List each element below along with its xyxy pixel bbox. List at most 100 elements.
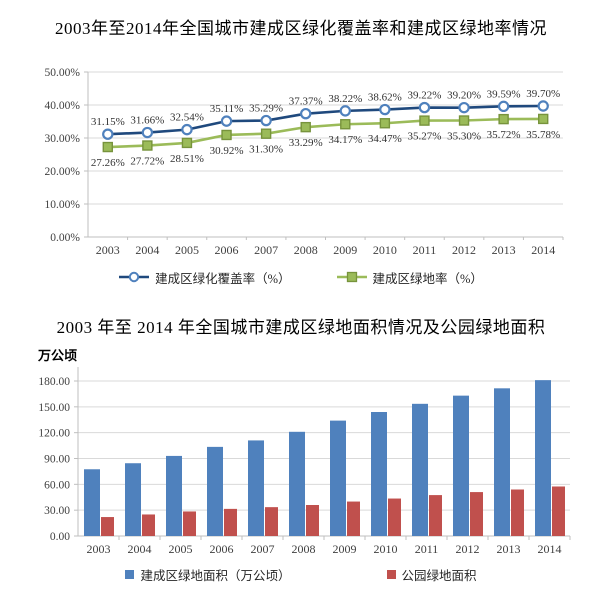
bar [453,395,469,536]
legend-item: 公园绿地面积 [386,565,477,584]
x-tick-label: 2013 [497,542,521,556]
data-label: 28.51% [170,153,204,165]
data-point-marker [379,103,391,116]
data-label: 35.29% [249,103,283,115]
data-label: 35.30% [447,131,481,143]
bar [552,486,565,536]
y-tick-label: 60.00 [44,479,70,491]
data-point-marker [102,141,113,153]
data-label: 27.26% [91,157,125,169]
bar [166,455,182,536]
x-tick-label: 2003 [96,243,120,257]
x-tick-label: 2010 [373,243,397,257]
bar [84,469,100,536]
data-point-marker [220,115,233,127]
x-tick-label: 2010 [374,542,398,556]
square-marker-icon [336,271,367,283]
square-swatch-icon [125,569,135,579]
data-point-marker [537,100,549,112]
data-point-marker [142,140,153,151]
x-tick-label: 2012 [452,243,476,257]
legend-label: 公园绿地面积 [401,568,477,583]
bar [289,431,305,536]
data-label: 38.22% [328,93,362,105]
series-line [107,117,544,149]
x-tick-label: 2007 [254,243,278,257]
data-label: 37.37% [289,96,323,108]
x-tick-label: 2013 [492,243,516,257]
x-tick-label: 2011 [415,542,439,556]
data-point-marker [419,115,430,126]
y-tick-label: 90.00 [44,454,70,466]
data-point-marker [538,113,549,125]
data-point-marker [458,101,470,114]
bar [183,511,196,536]
y-tick-label: 40.00% [45,100,81,112]
x-tick-label: 2014 [531,243,555,257]
bar-chart-legend: 建成区绿地面积（万公顷） 公园绿地面积 [0,565,602,583]
y-tick-label: 120.00 [38,428,70,440]
legend-item: 建成区绿地面积（万公顷） [125,565,291,584]
bar [207,446,223,536]
bar [248,440,264,536]
data-point-marker [497,100,510,113]
x-tick-label: 2004 [128,542,152,556]
legend-label: 建成区绿地面积（万公顷） [140,568,291,583]
data-label: 31.66% [130,115,164,127]
data-label: 39.70% [526,88,560,100]
bar [224,508,237,536]
bar [371,412,387,536]
data-label: 34.47% [368,133,402,145]
x-tick-label: 2009 [333,243,357,257]
data-label: 33.29% [289,137,323,149]
square-swatch-icon [386,569,396,579]
data-label: 38.62% [368,92,402,104]
data-point-marker [260,114,272,127]
data-point-marker [141,126,154,139]
data-point-marker [339,105,351,117]
x-tick-label: 2007 [251,542,275,556]
data-label: 35.78% [526,129,560,141]
line-chart-title: 2003年至2014年全国城市建成区绿化覆盖率和建成区绿地率情况 [55,19,547,38]
x-tick-label: 2006 [215,243,239,257]
x-tick-label: 2012 [456,542,480,556]
y-tick-label: 30.00% [45,133,81,145]
data-point-marker [260,128,272,139]
y-tick-label: 10.00% [45,199,81,211]
y-axis-unit-label: 万公顷 [37,348,77,363]
y-tick-label: 150.00 [38,402,70,414]
legend-item: 建成区绿化覆盖率（%） [119,268,291,287]
line-chart: 0.00% 10.00% 20.00% 30.00% 40.00% 50.00% 2003 2… [45,67,564,257]
x-tick-label: 2009 [333,542,357,556]
data-point-marker [300,107,312,120]
data-point-marker [498,113,509,125]
y-tick-label: 0.00 [50,531,70,543]
y-tick-label: 20.00% [45,166,81,178]
bar [412,403,428,536]
data-label: 31.30% [249,144,283,156]
line-chart-legend: 建成区绿化覆盖率（%） 建成区绿地率（%） [0,267,602,287]
x-tick-label: 2011 [413,243,437,257]
data-label: 27.72% [130,156,164,168]
bar [330,420,346,536]
data-point-marker [379,118,391,129]
bar [429,495,442,536]
data-label: 30.92% [210,145,244,157]
series-line [107,104,544,136]
data-point-marker [181,137,193,149]
data-point-marker [221,129,232,141]
data-point-marker [418,101,431,114]
bar [347,501,360,536]
x-tick-label: 2008 [292,542,316,556]
x-tick-label: 2005 [169,542,193,556]
data-label: 34.17% [328,134,362,146]
y-tick-label: 30.00 [44,505,70,517]
data-point-marker [458,115,470,126]
x-tick-label: 2003 [87,542,111,556]
bar [535,380,551,536]
bar [142,514,155,536]
x-tick-label: 2014 [538,542,562,556]
y-tick-label: 180.00 [38,376,70,388]
bar-chart-title: 2003 年至 2014 年全国城市建成区绿地面积情况及公园绿地面积 [56,318,546,337]
bar [101,517,114,536]
